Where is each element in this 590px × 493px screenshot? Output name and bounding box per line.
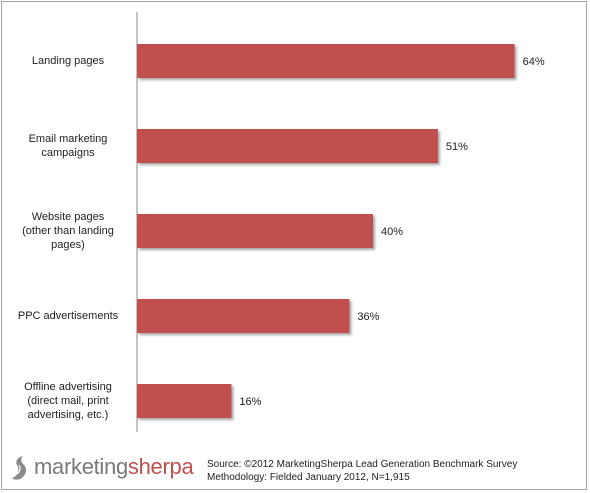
logo-text: marketingsherpa: [34, 454, 194, 480]
value-label-2: 40%: [381, 226, 403, 238]
category-label-line: campaigns: [41, 147, 95, 159]
source-note: Source: ©2012 MarketingSherpa Lead Gener…: [207, 458, 517, 484]
value-label-0: 64%: [523, 56, 545, 68]
category-label-line: Offline advertising: [24, 381, 112, 393]
bar-4: [137, 384, 232, 418]
category-label-line: Email marketing: [28, 133, 108, 145]
category-label-2: Website pages (other than landing pages): [8, 210, 128, 252]
marketingsherpa-logo: [8, 452, 34, 482]
category-label-line: pages): [51, 239, 85, 251]
value-label-4: 16%: [239, 396, 261, 408]
category-label-4: Offline advertising (direct mail, print ad…: [8, 380, 128, 422]
category-label-0: Landing pages: [8, 54, 128, 68]
category-label-line: (direct mail, print: [27, 395, 109, 407]
category-label-line: PPC advertisements: [17, 310, 119, 322]
swirl-icon: [12, 456, 27, 480]
category-label-line: advertising, etc.): [27, 409, 109, 421]
value-label-1: 51%: [446, 141, 468, 153]
category-label-line: (other than landing: [22, 225, 114, 237]
category-label-line: Landing pages: [31, 55, 105, 67]
value-label-3: 36%: [357, 311, 379, 323]
category-label-1: Email marketing campaigns: [8, 132, 128, 160]
logo-text-sherpa: sherpa: [127, 454, 194, 479]
bar-1: [137, 129, 438, 163]
bar-3: [137, 299, 350, 333]
category-label-3: PPC advertisements: [8, 309, 128, 323]
source-line: Source: ©2012 MarketingSherpa Lead Gener…: [207, 459, 518, 470]
logo-text-marketing: marketing: [34, 454, 128, 479]
methodology-line: Methodology: Fielded January 2012, N=1,9…: [207, 472, 410, 483]
bar-2: [137, 214, 373, 248]
bar-0: [137, 44, 515, 78]
category-label-line: Website pages: [31, 211, 105, 223]
